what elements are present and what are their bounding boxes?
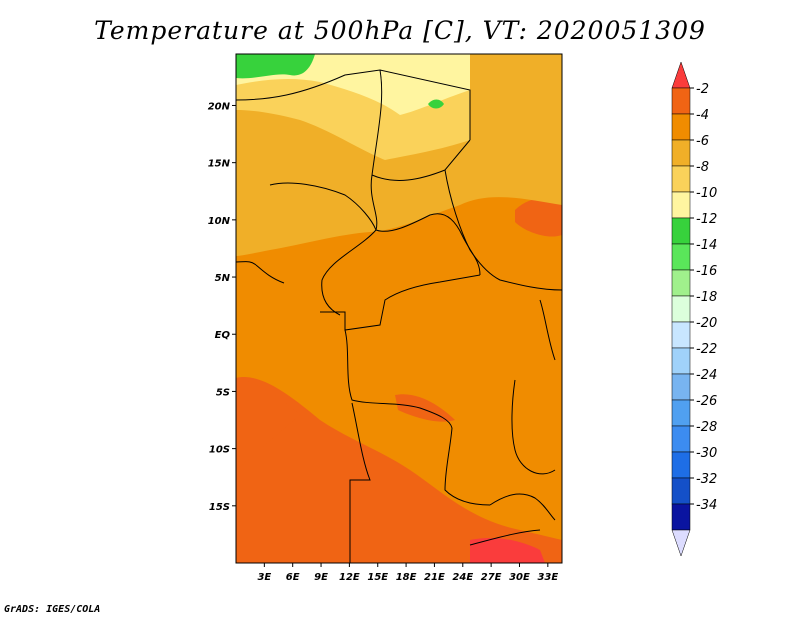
colorbar-label: -20	[696, 316, 717, 331]
lon-tick-label: 24E	[452, 572, 473, 583]
colorbar-label: -16	[696, 264, 717, 279]
lat-tick-label: 5S	[216, 387, 230, 398]
colorbar-label: -26	[696, 394, 717, 409]
map-title: Temperature at 500hPa [C], VT: 202005130…	[94, 16, 706, 45]
colorbar-swatch	[671, 217, 691, 245]
colorbar-swatch	[671, 191, 691, 219]
colorbar-label: -12	[696, 212, 717, 227]
lon-tick-label: 3E	[257, 572, 271, 583]
colorbar-swatch	[671, 399, 691, 427]
colorbar-swatch	[671, 477, 691, 505]
colorbar-bottom-arrow	[671, 529, 691, 557]
colorbar-swatch	[671, 269, 691, 297]
lat-tick-label: EQ	[215, 330, 231, 341]
colorbar-swatch	[671, 451, 691, 479]
longitude-axis: 3E 6E 9E 12E 15E 18E 21E 24E 27E 30E 33E	[257, 563, 558, 583]
colorbar-label: -4	[696, 108, 709, 123]
lat-tick-label: 10S	[209, 445, 230, 456]
credit-label: GrADS: IGES/COLA	[4, 604, 101, 615]
temperature-field	[236, 54, 562, 563]
lat-tick-label: 15S	[209, 502, 230, 513]
colorbar-label: -34	[696, 498, 717, 513]
lon-tick-label: 18E	[396, 572, 417, 583]
colorbar-label: -18	[696, 290, 717, 305]
colorbar-label: -8	[696, 160, 709, 175]
colorbar-swatch	[671, 295, 691, 323]
colorbar-label: -2	[696, 82, 709, 97]
colorbar-swatch	[671, 139, 691, 167]
lon-tick-label: 9E	[314, 572, 328, 583]
colorbar-label: -28	[696, 420, 717, 435]
colorbar-swatch	[671, 165, 691, 193]
lon-tick-label: 27E	[481, 572, 502, 583]
lon-tick-label: 30E	[509, 572, 530, 583]
lat-tick-label: 5N	[215, 273, 231, 284]
lon-tick-label: 15E	[367, 572, 388, 583]
colorbar-swatch	[671, 243, 691, 271]
colorbar-swatch	[671, 425, 691, 453]
latitude-axis: 20N 15N 10N 5N EQ 5S 10S 15S	[208, 101, 236, 513]
colorbar-label: -30	[696, 446, 717, 461]
lon-tick-label: 12E	[339, 572, 360, 583]
colorbar-swatch	[671, 87, 691, 115]
map-frame	[235, 53, 563, 564]
colorbar-swatch	[671, 113, 691, 141]
lat-tick-label: 15N	[208, 159, 231, 170]
colorbar-label: -6	[696, 134, 709, 149]
lat-tick-label: 10N	[208, 216, 231, 227]
colorbar-swatch	[671, 503, 691, 531]
colorbar-label: -22	[696, 342, 717, 357]
lon-tick-label: 6E	[286, 572, 300, 583]
lon-tick-label: 21E	[424, 572, 445, 583]
lat-tick-label: 20N	[208, 101, 231, 112]
colorbar-swatch	[671, 347, 691, 375]
lon-tick-label: 33E	[537, 572, 558, 583]
country-borders	[235, 69, 563, 563]
colorbar-label: -32	[696, 472, 717, 487]
colorbar: -2 -4 -6 -8 -10 -12 -14 -16 -18 -20 -22 -24 -26 -28 -3…	[671, 61, 717, 557]
colorbar-label: -24	[696, 368, 717, 383]
colorbar-swatch	[671, 373, 691, 401]
colorbar-swatch	[671, 321, 691, 349]
colorbar-label: -14	[696, 238, 717, 253]
colorbar-label: -10	[696, 186, 717, 201]
colorbar-top-arrow	[671, 61, 691, 89]
